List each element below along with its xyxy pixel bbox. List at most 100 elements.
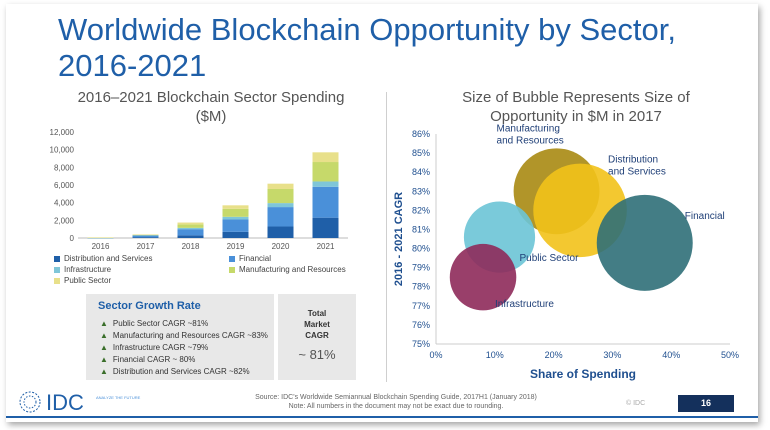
y-tick-label: 4,000 [54,199,75,208]
x-axis-label: Share of Spending [530,367,636,381]
list-item: ▲ Infrastructure CAGR ~79% [100,343,209,352]
slide: Worldwide Blockchain Opportunity by Sect… [6,4,758,422]
legend-swatch [54,277,60,284]
bar-segment [132,234,159,236]
bubble-label: Public Sector [520,253,580,264]
bar-segment [132,235,159,238]
vertical-divider [386,92,387,382]
y-tick-label: 10,000 [50,146,75,155]
x-tick-label: 50% [721,350,739,360]
x-tick-label: 10% [486,350,504,360]
bar-segment [312,162,339,182]
y-tick-label: 83% [412,186,430,196]
triangle-up-icon: ▲ [100,331,108,340]
y-tick-label: 82% [412,205,430,215]
triangle-up-icon: ▲ [100,355,108,364]
y-tick-label: 76% [412,320,430,330]
bubble-label-line: Infrastructure [495,299,554,310]
bar-segment [267,188,294,204]
legend-item-distribution: Distribution and Services [54,254,152,263]
bubble-label-line: Financial [685,211,725,222]
y-tick-label: 12,000 [50,128,75,137]
bar-segment [132,237,159,238]
idc-logo-graphic: IDC ANALYZE THE FUTURE [19,390,141,415]
y-tick-label: 78% [412,282,430,292]
x-tick-label: 2021 [317,242,335,251]
idc-logo: IDC ANALYZE THE FUTURE [18,390,168,419]
sector-growth-list: ▲ Public Sector CAGR ~81% ▲ Manufacturing … [100,318,268,378]
x-tick-label: 2017 [137,242,155,251]
bar-segment [222,231,249,238]
x-tick-label: 2020 [272,242,290,251]
bubble-label-line: Public Sector [520,253,580,264]
y-tick-label: 6,000 [54,181,75,190]
sector-growth-box: Sector Growth Rate ▲ Public Sector CAGR ~… [86,294,274,380]
bubble-chart-title: Size of Bubble Represents Size of Opport… [462,89,690,125]
triangle-up-icon: ▲ [100,367,108,376]
total-cagr-label: Total Market CAGR [304,309,330,340]
y-tick-label: 75% [412,339,430,349]
bubble-label-line: Manufacturing [497,124,560,134]
bar-segment [222,205,249,209]
bar-chart: 0 2,000 4,000 6,000 8,000 10,000 12,000 2016 201… [50,128,348,251]
bar-segment [177,229,204,236]
bar-segment [132,235,159,236]
bar-segment [177,227,204,230]
y-tick-label: 79% [412,263,430,273]
total-cagr-value: ~ 81% [298,347,336,362]
bar-segment [267,183,294,189]
source-text: Source: IDC's Worldwide Semiannual Block… [255,394,537,401]
bubble-label: Financial [685,211,725,222]
bubble-label-line: and Services [608,166,666,177]
x-tick-label: 40% [662,350,680,360]
bubble-label: Distribution and Services [608,154,666,177]
bar-segment [312,217,339,238]
legend-item-manufacturing: Manufacturing and Resources [229,265,346,274]
x-tick-label: 0% [429,350,442,360]
bar-segment [312,152,339,163]
y-tick-label: 81% [412,224,430,234]
y-tick-label: 8,000 [54,163,75,172]
y-axis-label: 2016 - 2021 CAGR [393,192,405,286]
y-tick-label: 80% [412,244,430,254]
total-cagr-box: Total Market CAGR ~ 81% [278,294,356,380]
list-item: ▲ Distribution and Services CAGR ~82% [100,367,250,376]
x-tick-label: 20% [545,350,563,360]
y-tick-label: 2,000 [54,216,75,225]
y-tick-label: 85% [412,148,430,158]
y-tick-label: 0 [70,234,75,243]
list-item: ▲ Manufacturing and Resources CAGR ~83% [100,331,268,340]
page-number: 16 [678,395,734,412]
x-tick-label: 2016 [92,242,110,251]
bar-segment [177,224,204,228]
bar-segment [312,181,339,187]
legend-swatch [229,266,235,273]
bubble-label-line: Distribution [608,154,658,165]
bubble [596,194,693,291]
triangle-up-icon: ▲ [100,343,108,352]
x-tick-label: 30% [603,350,621,360]
legend-swatch [54,255,60,262]
legend-item-financial: Financial [229,254,271,263]
bar-segment [222,216,249,220]
idc-logo-text: IDC [46,390,84,414]
y-tick-label: 77% [412,301,430,311]
list-item: ▲ Public Sector CAGR ~81% [100,319,209,328]
bar-segment [312,186,339,218]
triangle-up-icon: ▲ [100,319,108,328]
bar-segment [177,222,204,225]
list-item: ▲ Financial CAGR ~ 80% [100,355,196,364]
bar-segment [267,207,294,227]
bar-segment [87,237,114,239]
idc-logo-tag: ANALYZE THE FUTURE [96,395,141,400]
bubble-label: Manufacturing and Resources [497,124,564,146]
legend-item-public: Public Sector [54,276,111,285]
x-tick-label: 2018 [182,242,200,251]
bar-segment [267,203,294,208]
bar-segment [267,226,294,238]
footer-rule [6,416,758,418]
bar-chart-title: 2016–2021 Blockchain Sector Spending ($M… [77,89,345,125]
note-text: Note: All numbers in the document may no… [288,403,504,410]
bubble-label: Infrastructure [495,299,554,310]
bubble-label-line: and Resources [497,135,564,146]
